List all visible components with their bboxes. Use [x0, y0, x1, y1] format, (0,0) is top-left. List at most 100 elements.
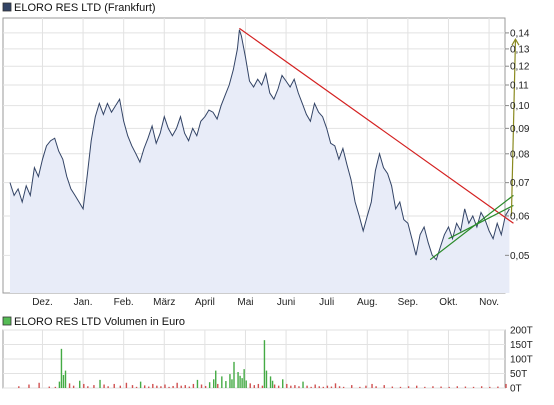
month-label: Feb.	[114, 297, 134, 308]
volume-bar	[225, 381, 227, 388]
volume-bar	[233, 361, 235, 388]
price-y-tick-label: 0,13	[510, 44, 530, 55]
volume-bar	[231, 379, 233, 388]
volume-bar	[273, 384, 276, 388]
volume-bar	[72, 385, 75, 388]
month-axis: Dez. Jan. Feb. März April Mai Juni Juli Aug. Sep.…	[32, 297, 499, 308]
volume-bar	[261, 385, 264, 388]
trendline	[239, 27, 514, 224]
volume-bar	[298, 386, 300, 388]
volume-bar	[322, 386, 325, 388]
month-label: April	[195, 297, 215, 308]
volume-bar	[213, 379, 215, 388]
volume-bar	[93, 385, 95, 388]
volume-bar	[60, 348, 63, 388]
volume-y-tick-label: 100T	[510, 355, 533, 366]
volume-y-tick-label: 150T	[510, 340, 533, 351]
volume-bar	[152, 383, 154, 388]
volume-bar	[184, 385, 186, 388]
price-legend-swatch	[2, 2, 12, 12]
volume-bar	[113, 383, 115, 388]
volume-bar	[99, 379, 101, 388]
volume-y-axis: 0T 50T 100T 150T 200T	[510, 326, 533, 395]
volume-bar	[302, 381, 304, 388]
volume-bar	[480, 386, 483, 388]
volume-bar	[245, 380, 247, 388]
price-area-fill	[10, 29, 510, 294]
price-y-tick-label: 0,05	[510, 251, 530, 262]
volume-bar	[164, 384, 166, 388]
volume-bar	[265, 370, 268, 388]
volume-bar	[306, 385, 308, 388]
volume-bar	[83, 383, 85, 388]
volume-bar	[342, 386, 345, 388]
volume-bar	[399, 386, 402, 388]
month-label: Juni	[277, 297, 295, 308]
volume-bar	[200, 384, 203, 388]
volume-bar	[314, 384, 316, 388]
volume-bar	[160, 386, 162, 388]
volume-bar	[424, 386, 426, 388]
volume-bar	[135, 386, 138, 388]
volume-bar	[119, 385, 122, 388]
volume-bar	[38, 382, 40, 388]
volume-bar	[391, 386, 394, 388]
volume-bar	[371, 383, 373, 388]
volume-bar	[359, 386, 361, 388]
volume-bar	[326, 385, 329, 388]
volume-bar	[489, 386, 491, 388]
volume-bar	[294, 385, 296, 388]
month-label: Juli	[319, 297, 334, 308]
price-panel: 0,05 0,06 0,07 0,08 0,09 0,10 0,11 0,12 0,13 0,14…	[2, 17, 530, 308]
month-label: März	[153, 297, 175, 308]
volume-bar	[131, 385, 134, 388]
volume-bar	[263, 340, 266, 388]
volume-bar	[196, 379, 199, 388]
volume-panel: 0T 50T 100T 150T 200T	[2, 326, 533, 395]
price-trendlines	[239, 27, 520, 261]
volume-bar	[48, 386, 50, 388]
volume-bar	[148, 386, 150, 388]
volume-bar	[217, 383, 219, 388]
trendline	[429, 194, 514, 261]
volume-bar	[64, 370, 67, 388]
volume-bar	[103, 384, 105, 388]
volume-bar	[139, 381, 142, 388]
price-line	[9, 29, 510, 261]
price-y-tick-label: 0,09	[510, 124, 530, 135]
trend-arrowhead	[511, 37, 520, 46]
volume-bar	[180, 385, 182, 388]
volume-y-tick-label: 50T	[510, 369, 527, 380]
volume-bar	[365, 385, 367, 388]
month-label: Dez.	[32, 297, 53, 308]
month-label: Mai	[237, 297, 253, 308]
volume-y-tick-label: 200T	[510, 326, 533, 337]
volume-bar	[257, 383, 260, 388]
volume-bar	[107, 386, 109, 388]
volume-bar	[62, 374, 65, 388]
volume-bar	[143, 385, 146, 388]
volume-bar	[383, 385, 385, 388]
volume-bar	[407, 386, 410, 388]
volume-bar	[318, 386, 320, 388]
volume-bar	[505, 383, 507, 388]
volume-bars	[18, 340, 507, 388]
volume-gridlines	[3, 329, 505, 389]
volume-bar	[282, 379, 284, 388]
volume-bar	[330, 386, 333, 388]
volume-bar	[338, 386, 341, 388]
volume-bar	[277, 385, 280, 388]
volume-bar	[58, 381, 61, 388]
trendline	[510, 39, 517, 216]
volume-bar	[241, 378, 243, 388]
volume-bar	[168, 386, 170, 388]
volume-bar	[440, 386, 442, 388]
volume-bar	[497, 386, 499, 388]
volume-bar	[456, 386, 458, 388]
volume-bar	[269, 376, 272, 388]
volume-bar	[54, 386, 57, 388]
volume-bar	[271, 380, 274, 388]
volume-legend-swatch	[2, 316, 12, 326]
volume-bar	[472, 386, 475, 388]
